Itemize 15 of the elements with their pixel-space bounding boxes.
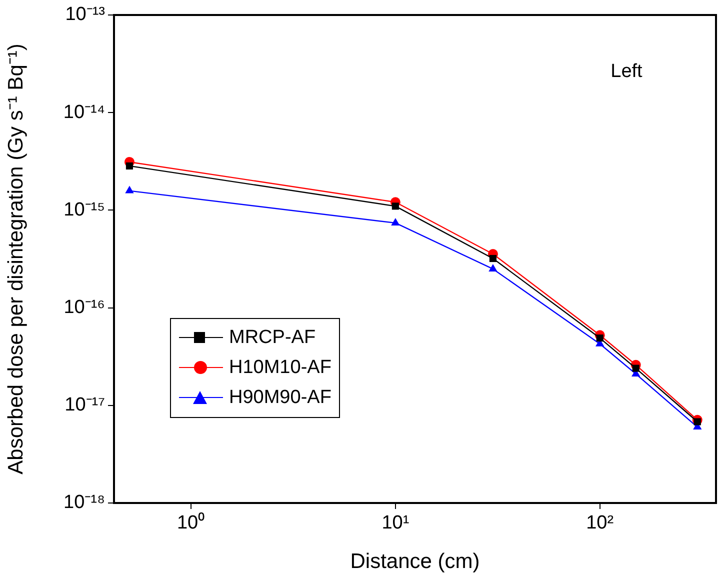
y-axis-title: Absorbed dose per disintegration (Gy s⁻¹ Bq⁻¹) [4,44,28,474]
x-tick-label: 10² [586,512,614,534]
legend-label: MRCP-AF [229,326,316,349]
legend-label: H10M10-AF [229,356,332,379]
legend-label: H90M90-AF [229,386,332,409]
y-tick-label: 10⁻¹⁵ [64,199,105,220]
y-tick-label: 10⁻¹³ [65,4,105,26]
y-tick-label: 10⁻¹⁶ [64,297,105,318]
y-tick-label: 10⁻¹⁸ [64,492,105,514]
y-tick-label: 10⁻¹⁷ [64,394,106,416]
x-tick-label: 10¹ [382,512,410,534]
x-axis-title: Distance (cm) [350,550,480,574]
annotation: Left [610,61,642,83]
x-tick-label: 10⁰ [176,512,206,534]
y-tick-label: 10⁻¹⁴ [63,102,105,123]
